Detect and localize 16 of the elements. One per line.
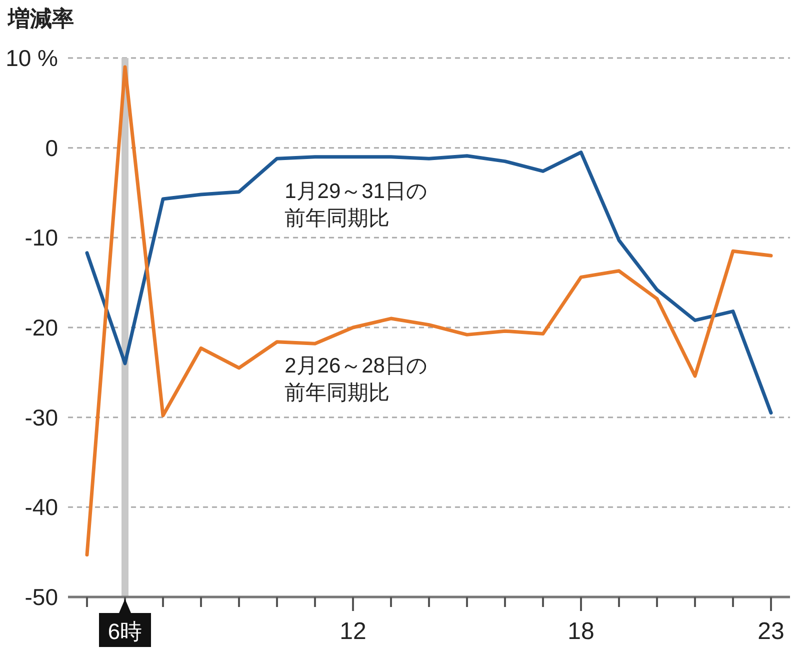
x-tick-label: 6時 (108, 619, 142, 644)
series-label: 2月26～28日の前年同期比 (284, 354, 428, 404)
line-series (85, 150, 773, 415)
y-axis-title: 増減率 (7, 6, 74, 31)
y-tick-label: -30 (24, 404, 58, 430)
x-tick-label: 12 (340, 618, 366, 645)
line-series (85, 65, 773, 557)
y-tick-label: -50 (24, 584, 58, 610)
y-tick-label: -20 (24, 314, 58, 340)
y-tick-label: -10 (24, 224, 58, 251)
y-tick-label: 10 % (6, 45, 58, 71)
y-tick-label: -40 (24, 494, 58, 520)
y-tick-label: 0 (45, 134, 58, 161)
series-label: 1月29～31日の前年同期比 (284, 180, 428, 230)
x-tick-label: 18 (568, 618, 594, 645)
x-tick-label: 23 (758, 618, 784, 645)
